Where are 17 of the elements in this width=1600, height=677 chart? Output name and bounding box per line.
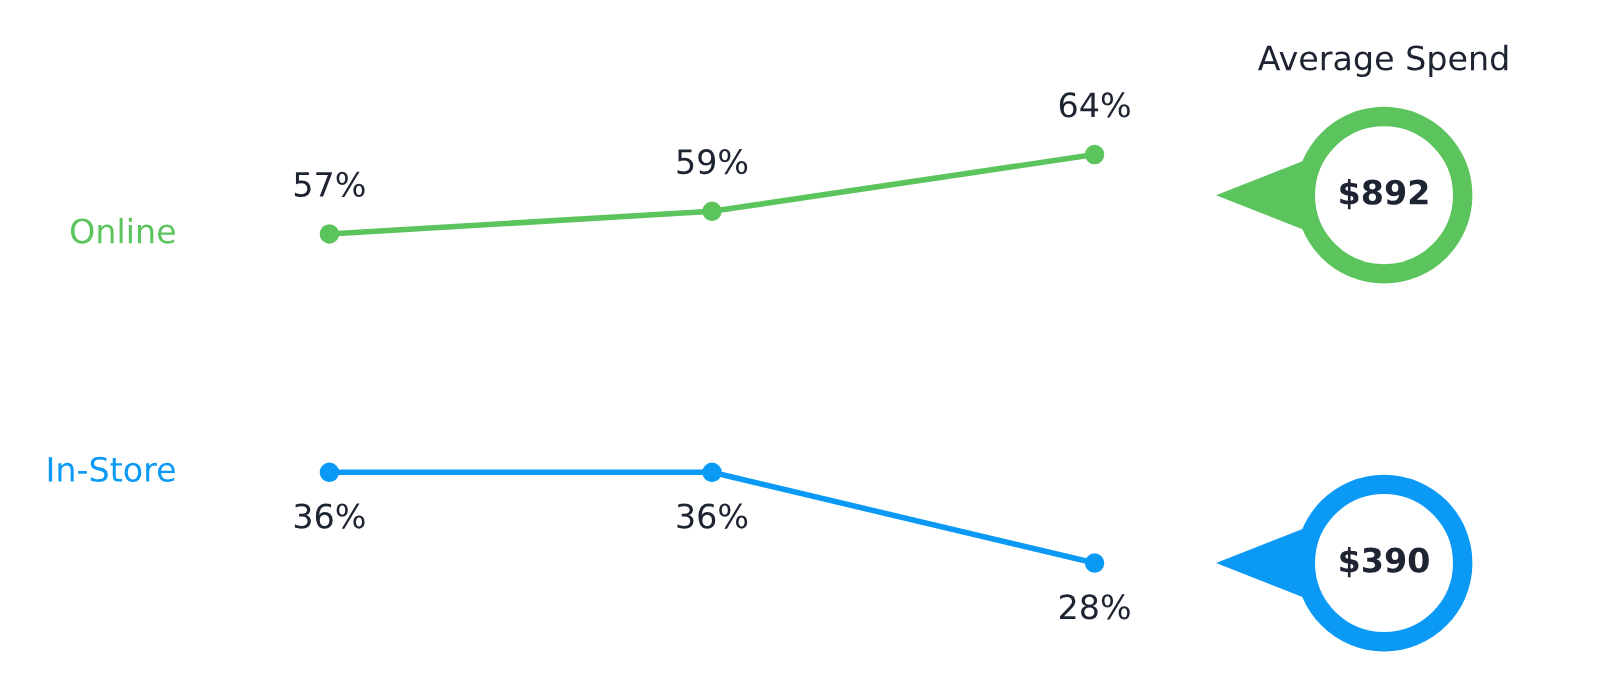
data-label: 57% (294, 171, 365, 197)
data-label: 59% (677, 149, 748, 175)
point (702, 462, 722, 483)
data-label: 36% (677, 503, 748, 529)
data-label: 28% (1060, 594, 1130, 620)
data-label: 36% (294, 503, 365, 529)
point (1084, 553, 1105, 573)
text: $892 (1340, 179, 1428, 210)
data-label: 64% (1059, 92, 1130, 118)
text: Average Spend (1257, 44, 1508, 78)
point (319, 224, 340, 244)
text: $390 (1340, 546, 1429, 578)
text: In-Store (48, 456, 175, 482)
point (319, 462, 340, 483)
point (1084, 144, 1105, 165)
text: Online (70, 217, 175, 244)
point (702, 201, 722, 222)
